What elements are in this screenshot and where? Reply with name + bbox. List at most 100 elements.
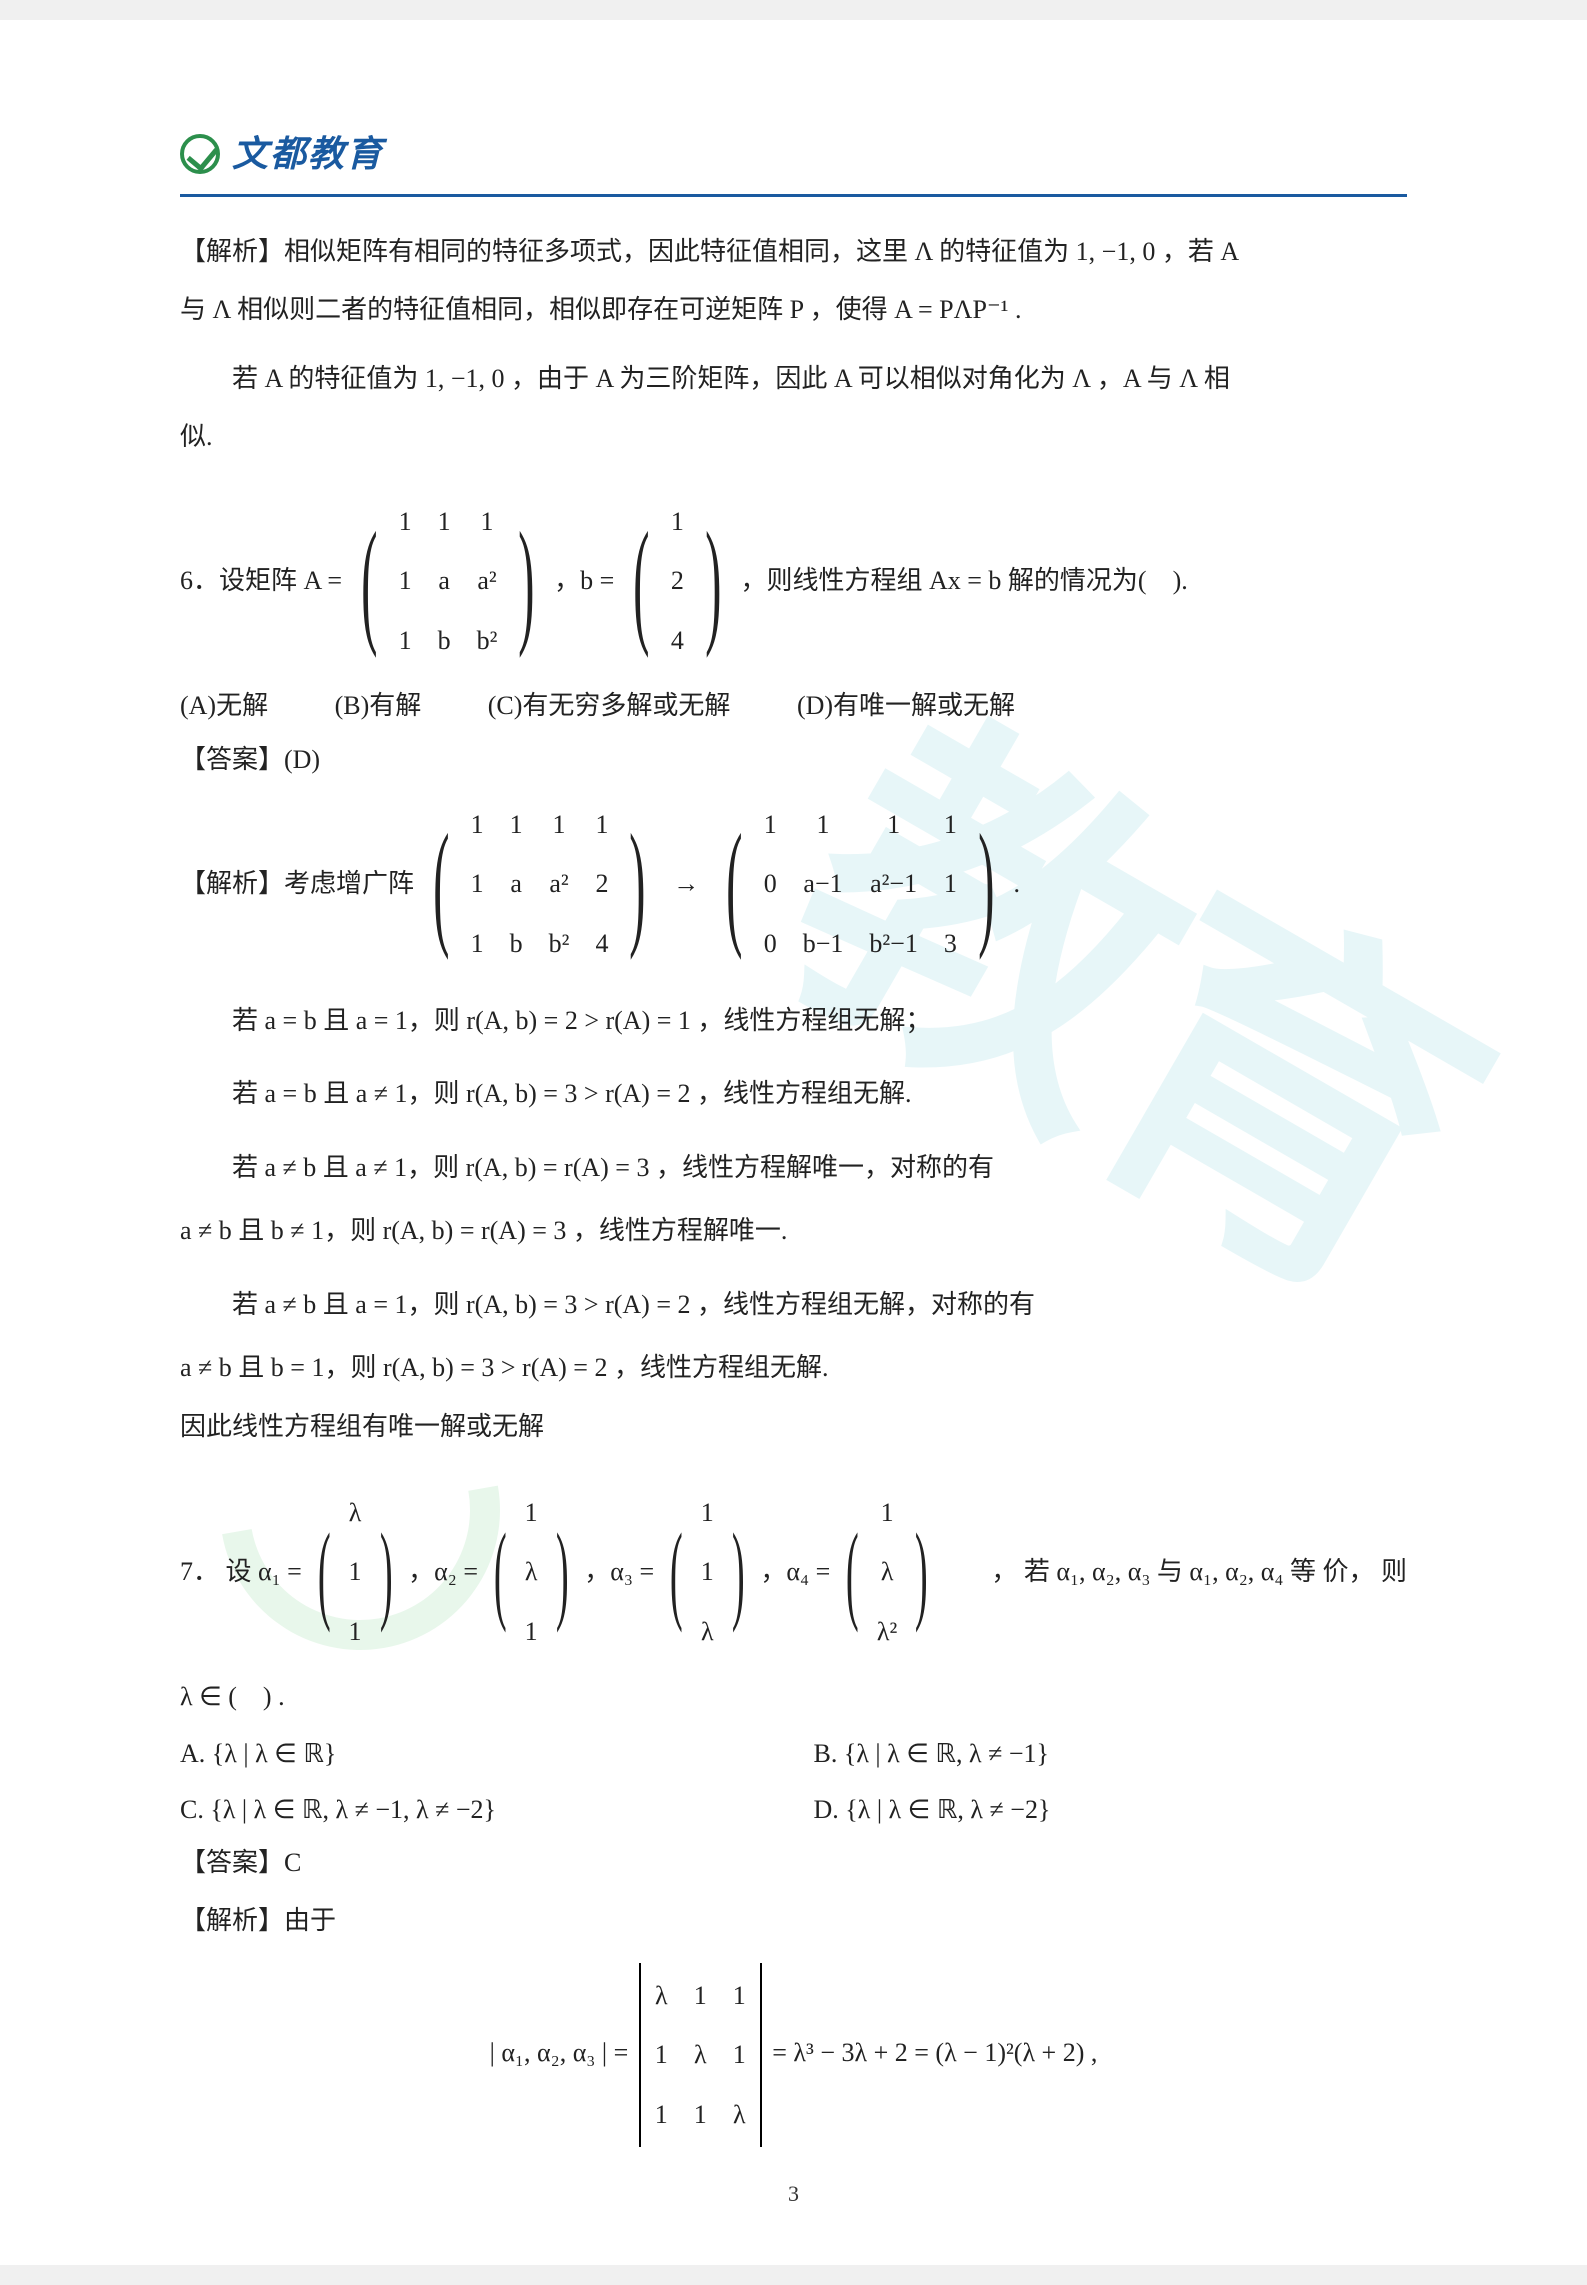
cell: 1 <box>399 497 412 546</box>
q5-analysis-line4: 似. <box>180 412 1407 461</box>
cell: 1 <box>764 800 777 849</box>
cell: 1 <box>701 1547 714 1596</box>
q7-det-prefix: | α₁, α₂, α₃ | = <box>490 2038 629 2067</box>
logo-brand-text: 文都教育 <box>232 120 384 188</box>
cell: b² <box>477 616 498 665</box>
cell: b² <box>549 919 570 968</box>
q7-option-D: D. {λ | λ ∈ ℝ, λ ≠ −2} <box>814 1785 1408 1834</box>
cell: 1 <box>655 2030 668 2079</box>
q7-mid3: ，α₄ = <box>760 1547 830 1596</box>
q6-aug-left: ( 1111 1aa²2 1bb²4 ) <box>418 792 661 976</box>
cell: 1 <box>733 2030 746 2079</box>
q6-case2: 若 a = b 且 a ≠ 1，则 r(A, b) = 3 > r(A) = 2… <box>180 1069 1407 1118</box>
cell: λ <box>349 1488 362 1537</box>
q6-case4: 若 a ≠ b 且 a = 1，则 r(A, b) = 3 > r(A) = 2… <box>180 1280 1407 1329</box>
q7-stem-prefix: 7． 设 α₁ = <box>180 1547 302 1596</box>
cell: b−1 <box>803 919 844 968</box>
q7-mid2: ，α₃ = <box>584 1547 654 1596</box>
q5-analysis-line3: 若 A 的特征值为 1, −1, 0 ，由于 A 为三阶矩阵，因此 A 可以相似… <box>180 354 1407 403</box>
q6-stem-mid: ，b = <box>554 556 614 605</box>
q6-option-C: (C)有无穷多解或无解 <box>488 681 731 730</box>
q7-alpha4: ( 1λλ² ) <box>834 1480 940 1664</box>
cell: 0 <box>764 859 777 908</box>
cell: 1 <box>869 800 917 849</box>
cell: a <box>438 556 451 605</box>
q6-stem-prefix: 6．设矩阵 A = <box>180 556 342 605</box>
cell: 1 <box>471 859 484 908</box>
cell: a² <box>549 859 570 908</box>
cell: 1 <box>655 2090 668 2139</box>
cell: 1 <box>471 919 484 968</box>
content: 【解析】相似矩阵有相同的特征多项式，因此特征值相同，这里 Λ 的特征值为 1, … <box>180 227 1407 2147</box>
cell: 1 <box>694 2090 707 2139</box>
cell: λ <box>525 1547 538 1596</box>
cell: 1 <box>803 800 844 849</box>
logo-icon <box>180 134 220 174</box>
q7-det-result: = λ³ − 3λ + 2 = (λ − 1)²(λ + 2) , <box>772 2038 1097 2067</box>
q6-answer: 【答案】(D) <box>180 735 1407 784</box>
q6-option-D: (D)有唯一解或无解 <box>797 681 1015 730</box>
cell: 1 <box>694 1971 707 2020</box>
q7-alpha1: ( λ11 ) <box>306 1480 404 1664</box>
cell: λ <box>655 1971 668 2020</box>
arrow-icon: → <box>673 859 699 908</box>
q7-option-C: C. {λ | λ ∈ ℝ, λ ≠ −1, λ ≠ −2} <box>180 1785 774 1834</box>
cell: λ <box>701 1607 714 1656</box>
cell: 1 <box>549 800 570 849</box>
page: 教育 文都教育 【解析】相似矩阵有相同的特征多项式，因此特征值相同，这里 Λ 的… <box>0 20 1587 2265</box>
cell: 1 <box>701 1488 714 1537</box>
q5-analysis-line1: 【解析】相似矩阵有相同的特征多项式，因此特征值相同，这里 Λ 的特征值为 1, … <box>180 227 1407 276</box>
header-logo-row: 文都教育 <box>180 120 1407 197</box>
cell: b <box>510 919 523 968</box>
q6-aug-right: ( 1111 0a−1a²−11 0b−1b²−13 ) <box>711 792 1009 976</box>
q7-alpha3: ( 11λ ) <box>658 1480 756 1664</box>
cell: 1 <box>477 497 498 546</box>
q6-options: (A)无解 (B)有解 (C)有无穷多解或无解 (D)有唯一解或无解 <box>180 681 1407 730</box>
cell: λ² <box>877 1607 897 1656</box>
cell: 1 <box>671 497 684 546</box>
cell: 1 <box>595 800 608 849</box>
q7-stem: 7． 设 α₁ = ( λ11 ) ，α₂ = ( 1λ1 ) ，α₃ = <box>180 1480 1407 1664</box>
cell: λ <box>877 1547 897 1596</box>
cell: 1 <box>471 800 484 849</box>
q7-option-A: A. {λ | λ ∈ ℝ} <box>180 1729 774 1778</box>
q6-stem: 6．设矩阵 A = ( 111 1aa² 1bb² ) ，b = ( 1 2 4… <box>180 489 1407 673</box>
cell: λ <box>733 2090 746 2139</box>
cell: b <box>438 616 451 665</box>
cell: 1 <box>349 1607 362 1656</box>
page-number: 3 <box>0 2173 1587 2215</box>
q6-case4b: a ≠ b 且 b = 1，则 r(A, b) = 3 > r(A) = 2 ，… <box>180 1343 1407 1392</box>
cell: a−1 <box>803 859 844 908</box>
q6-case1: 若 a = b 且 a = 1，则 r(A, b) = 2 > r(A) = 1… <box>180 996 1407 1045</box>
q6-analysis-aug: 【解析】考虑增广阵 ( 1111 1aa²2 1bb²4 ) → ( 1111 … <box>180 792 1407 976</box>
q7-option-B: B. {λ | λ ∈ ℝ, λ ≠ −1} <box>814 1729 1408 1778</box>
q6-vector-b: ( 1 2 4 ) <box>618 489 736 673</box>
cell: 1 <box>399 556 412 605</box>
cell: 4 <box>671 616 684 665</box>
cell: a² <box>477 556 498 605</box>
q6-stem-suffix: ，则线性方程组 Ax = b 解的情况为( ). <box>740 556 1187 605</box>
period: . <box>1013 859 1020 908</box>
cell: 1 <box>510 800 523 849</box>
cell: 1 <box>525 1607 538 1656</box>
cell: a²−1 <box>869 859 917 908</box>
q7-stem-suffix: ， 若 α₁, α₂, α₃ 与 α₁, α₂, α₄ 等 价， 则 <box>991 1547 1407 1596</box>
q6-conclusion: 因此线性方程组有唯一解或无解 <box>180 1402 1407 1451</box>
q5-analysis-line2: 与 Λ 相似则二者的特征值相同，相似即存在可逆矩阵 P ，使得 A = PΛP⁻… <box>180 285 1407 334</box>
cell: 1 <box>438 497 451 546</box>
q6-matrix-A: ( 111 1aa² 1bb² ) <box>346 489 550 673</box>
q7-alpha2: ( 1λ1 ) <box>482 1480 580 1664</box>
cell: 1 <box>733 1971 746 2020</box>
cell: 1 <box>944 859 957 908</box>
q7-answer: 【答案】C <box>180 1838 1407 1887</box>
cell: 0 <box>764 919 777 968</box>
cell: 1 <box>525 1488 538 1537</box>
q7-analysis-label: 【解析】由于 <box>180 1896 1407 1945</box>
q6-case3: 若 a ≠ b 且 a ≠ 1，则 r(A, b) = r(A) = 3 ，线性… <box>180 1143 1407 1192</box>
cell: 1 <box>944 800 957 849</box>
cell: 1 <box>877 1488 897 1537</box>
q7-det-matrix: λ11 1λ1 11λ <box>639 1963 762 2147</box>
cell: 2 <box>671 556 684 605</box>
q6-option-A: (A)无解 <box>180 681 268 730</box>
q6-case3b: a ≠ b 且 b ≠ 1，则 r(A, b) = r(A) = 3 ，线性方程… <box>180 1206 1407 1255</box>
